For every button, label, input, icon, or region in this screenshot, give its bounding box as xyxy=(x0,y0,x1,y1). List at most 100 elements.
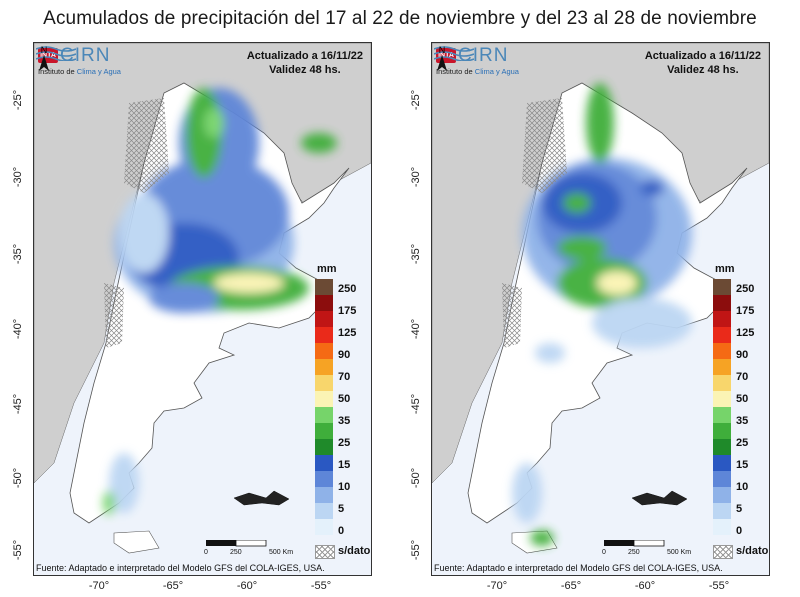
legend: mm s/dato 250 175 125 90 70 50 35 25 15 10 5 0 xyxy=(709,263,769,563)
scale-label: 500 Km xyxy=(269,549,294,556)
legend-label: 15 xyxy=(338,459,351,471)
waves-icon xyxy=(36,46,76,61)
legend-unit: mm xyxy=(715,263,735,275)
logo-subtitle-prefix: Instituto de xyxy=(38,67,77,76)
legend-swatch xyxy=(315,503,333,519)
lon-label: -70° xyxy=(88,580,110,592)
waves-icon xyxy=(434,46,474,61)
scale-label: 500 Km xyxy=(667,549,692,556)
lat-label: -55° xyxy=(410,539,422,561)
lat-label: -40° xyxy=(12,318,24,340)
legend-colorbar xyxy=(713,279,731,535)
lat-label: -35° xyxy=(12,243,24,265)
lat-label: -55° xyxy=(12,539,24,561)
legend-label: 175 xyxy=(736,305,755,317)
logo-subtitle-highlight: Clima y Agua xyxy=(474,67,519,76)
legend-swatch xyxy=(713,327,731,343)
lat-label: -30° xyxy=(12,166,24,188)
lat-label: -50° xyxy=(12,467,24,489)
legend-swatch xyxy=(713,311,731,327)
map-graphic xyxy=(432,43,769,575)
page-title: Acumulados de precipitación del 17 al 22… xyxy=(43,8,757,29)
logo-subtitle-prefix: Instituto de xyxy=(436,67,475,76)
legend-unit: mm xyxy=(317,263,337,275)
lat-label: -45° xyxy=(12,393,24,415)
legend-swatch xyxy=(713,503,731,519)
legend-swatch xyxy=(713,375,731,391)
lon-label: -65° xyxy=(162,580,184,592)
legend-swatch xyxy=(713,439,731,455)
logo-subtitle-highlight: Clima y Agua xyxy=(76,67,121,76)
legend-label: 15 xyxy=(736,459,749,471)
legend-swatch xyxy=(315,519,333,535)
legend-swatch xyxy=(315,295,333,311)
validity: Validez 48 hs. xyxy=(269,64,341,76)
lon-label: -55° xyxy=(708,580,730,592)
legend-swatch xyxy=(713,423,731,439)
scale-label: 250 xyxy=(628,549,640,556)
legend-swatch xyxy=(713,471,731,487)
map-graphic xyxy=(34,43,371,575)
lon-label: -70° xyxy=(486,580,508,592)
legend-swatch xyxy=(315,407,333,423)
legend-swatch xyxy=(315,359,333,375)
legend-swatch xyxy=(713,519,731,535)
legend-swatch xyxy=(713,359,731,375)
legend-swatch xyxy=(315,471,333,487)
lon-label: -55° xyxy=(310,580,332,592)
legend-label: 90 xyxy=(338,349,351,361)
legend-label: 5 xyxy=(736,503,743,515)
legend-label: 10 xyxy=(736,481,749,493)
update-date: Actualizado a 16/11/22 xyxy=(246,50,363,62)
legend-label: 125 xyxy=(736,327,755,339)
legend-swatch xyxy=(713,295,731,311)
scale-label: 0 xyxy=(602,549,606,556)
cirn-logo: INTA CIRN Instituto de Clima y Agua xyxy=(434,45,546,83)
legend-label: 0 xyxy=(338,525,345,537)
no-data-label: s/dato xyxy=(338,545,371,557)
legend-swatch xyxy=(713,391,731,407)
precipitation-map-right: INTA CIRN Instituto de Clima y Agua Actu… xyxy=(431,42,770,576)
lat-label: -40° xyxy=(410,318,422,340)
north-arrow-icon: N xyxy=(437,45,447,71)
lat-label: -25° xyxy=(410,89,422,111)
legend-colorbar xyxy=(315,279,333,535)
legend-label: 50 xyxy=(736,393,749,405)
cirn-logo: INTA CIRN Instituto de Clima y Agua xyxy=(36,45,148,83)
legend-swatch xyxy=(713,279,731,295)
legend-swatch xyxy=(315,327,333,343)
no-data-swatch xyxy=(713,545,733,559)
lat-label: -50° xyxy=(410,467,422,489)
update-info: Actualizado a 16/11/22 Validez 48 hs. xyxy=(247,49,363,77)
source-note: Fuente: Adaptado e interpretado del Mode… xyxy=(434,563,723,573)
legend-label: 70 xyxy=(736,371,749,383)
legend-label: 25 xyxy=(736,437,749,449)
legend-label: 70 xyxy=(338,371,351,383)
update-info: Actualizado a 16/11/22 Validez 48 hs. xyxy=(645,49,761,77)
legend-label: 25 xyxy=(338,437,351,449)
source-note: Fuente: Adaptado e interpretado del Mode… xyxy=(36,563,325,573)
update-date: Actualizado a 16/11/22 xyxy=(644,50,761,62)
legend-swatch xyxy=(315,279,333,295)
logo-subtitle: Instituto de Clima y Agua xyxy=(38,67,121,76)
lat-label: -30° xyxy=(410,166,422,188)
legend-swatch xyxy=(315,455,333,471)
no-data-label: s/dato xyxy=(736,545,769,557)
legend-label: 35 xyxy=(736,415,749,427)
legend-label: 250 xyxy=(338,283,357,295)
lon-label: -60° xyxy=(236,580,258,592)
legend-label: 50 xyxy=(338,393,351,405)
map-panel-left: -25° -30° -35° -40° -45° -50° -55° xyxy=(5,42,375,597)
svg-text:N: N xyxy=(439,45,446,55)
legend-label: 90 xyxy=(736,349,749,361)
legend-swatch xyxy=(713,455,731,471)
legend: mm s/dato 250 175 125 90 70 50 35 25 15 10 5 0 xyxy=(311,263,371,563)
map-panel-right: -25° -30° -35° -40° -45° -50° -55° xyxy=(403,42,773,597)
legend-label: 0 xyxy=(736,525,743,537)
legend-swatch xyxy=(315,487,333,503)
lon-label: -60° xyxy=(634,580,656,592)
legend-swatch xyxy=(713,343,731,359)
legend-swatch xyxy=(315,391,333,407)
logo-subtitle: Instituto de Clima y Agua xyxy=(436,67,519,76)
legend-label: 125 xyxy=(338,327,357,339)
